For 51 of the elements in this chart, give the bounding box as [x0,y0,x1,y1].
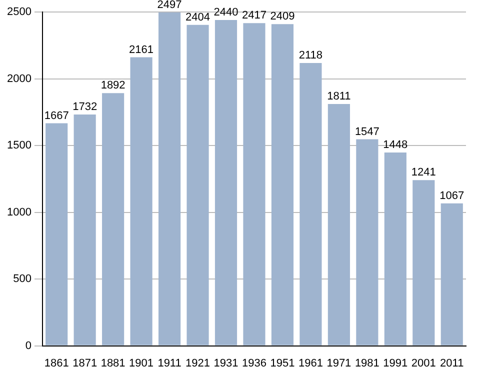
bar [412,180,435,346]
bar [158,12,181,346]
data-label: 2417 [242,10,266,22]
x-tick-label: 2011 [440,357,464,370]
x-tick-label: 1936 [242,357,266,370]
y-tick-label: 2000 [6,72,32,85]
data-label: 2118 [298,50,323,62]
x-tick-label: 1921 [186,357,210,370]
data-label: 1547 [354,126,380,138]
x-tick-label: 1931 [214,357,238,370]
data-label: 1448 [383,138,408,151]
bar [300,63,322,346]
data-label: 2404 [186,11,210,24]
bar [384,152,406,346]
x-tick-label: 1861 [44,357,69,370]
y-tick-label: 1500 [6,140,32,152]
data-label: 2440 [214,6,238,19]
x-tick-label: 1911 [158,357,182,370]
data-label: 1667 [44,110,69,122]
data-label: 1811 [327,90,351,103]
x-tick-label: 1991 [383,357,408,370]
data-label: 2409 [270,10,295,23]
data-label: 1067 [440,190,464,202]
data-label: 2161 [129,44,154,56]
x-tick-label: 1981 [354,357,380,370]
bar [46,123,68,346]
y-tick-label: 2500 [6,6,32,18]
data-label: 1892 [100,80,126,92]
y-tick-label: 1000 [6,206,32,218]
bar [74,114,96,346]
y-tick-label: 0 [25,340,32,352]
bar [356,139,378,346]
x-tick-label: 1961 [298,357,323,370]
x-tick-label: 1951 [270,357,295,370]
bar [130,57,152,346]
bar [271,24,294,346]
bar [186,24,209,346]
data-label: 2497 [157,0,182,11]
x-tick-label: 2001 [411,357,436,370]
bar [440,203,463,346]
y-tick-label: 500 [13,273,32,286]
bar [214,20,238,346]
data-label: 1241 [411,166,436,179]
x-tick-label: 1881 [100,357,126,370]
data-label: 1732 [72,101,98,114]
x-tick-label: 1971 [326,357,352,370]
bar [102,93,124,346]
bar [328,104,350,346]
x-tick-label: 1871 [72,357,98,370]
bar [243,23,266,346]
x-tick-label: 1901 [129,357,154,370]
